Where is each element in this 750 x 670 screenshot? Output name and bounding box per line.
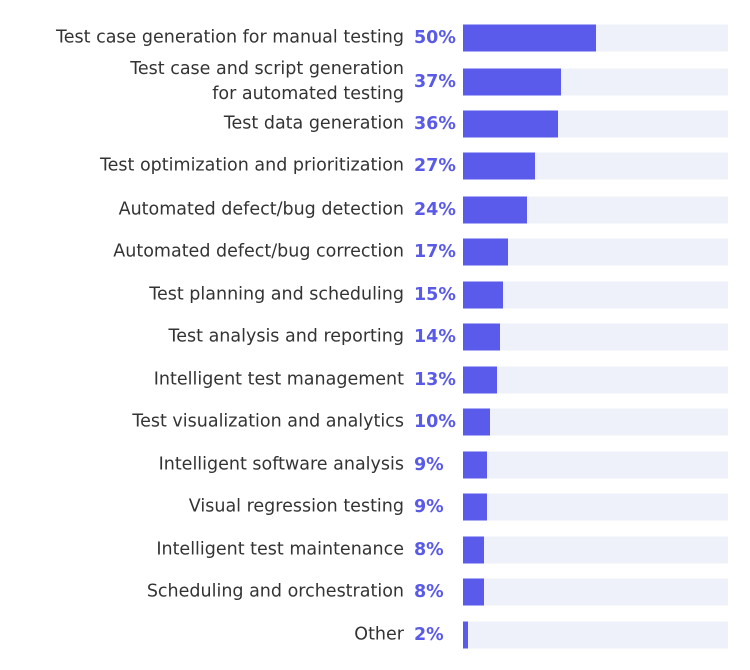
category-label: Test data generation [223,113,404,134]
bar [463,196,527,224]
bar-track [463,536,728,564]
bar [463,152,535,180]
bar-row: Automated defect/bug detection 24% [0,190,750,230]
category-label: Test planning and scheduling [149,284,404,305]
bar-track [463,24,728,52]
value-label: 8% [414,582,444,602]
bar-row: Other 2% [0,615,750,655]
value-label: 2% [414,625,444,645]
category-label: Test case and script generation for autom… [130,59,404,104]
value-label: 36% [414,114,456,134]
bar-row: Intelligent test management 13% [0,360,750,400]
bar-track [463,196,728,224]
bar [463,323,501,351]
bar-track [463,238,728,266]
bar [463,24,596,52]
category-label: Test analysis and reporting [168,326,404,347]
bar-track [463,621,728,649]
value-label: 15% [414,285,456,305]
bar-row: Test analysis and reporting 14% [0,317,750,357]
value-label: 24% [414,200,456,220]
category-label: Intelligent test maintenance [156,539,404,560]
category-label: Test case generation for manual testing [56,27,404,48]
bar [463,366,498,394]
bar-row: Test planning and scheduling 15% [0,275,750,315]
bar-row: Visual regression testing 9% [0,487,750,527]
value-label: 8% [414,540,444,560]
category-label: Visual regression testing [188,496,404,517]
bar [463,578,485,606]
value-label: 50% [414,28,456,48]
bar-row: Intelligent software analysis 9% [0,445,750,485]
bar [463,110,559,138]
value-label: 17% [414,242,456,262]
bar [463,238,509,266]
bar-track [463,578,728,606]
category-label: Scheduling and orchestration [146,581,404,602]
value-label: 27% [414,156,456,176]
bar-track [463,281,728,309]
bar [463,451,487,479]
bar-track [463,366,728,394]
value-label: 14% [414,327,456,347]
bar [463,68,562,96]
category-label: Automated defect/bug detection [118,199,404,220]
bar-row: Intelligent test maintenance 8% [0,530,750,570]
category-label: Test visualization and analytics [132,411,404,432]
bar-row: Scheduling and orchestration 8% [0,572,750,612]
bar-track [463,408,728,436]
category-label: Intelligent test management [153,369,404,390]
bar-track [463,493,728,521]
bar-row: Test optimization and prioritization 27% [0,146,750,186]
bar [463,281,503,309]
value-label: 9% [414,455,444,475]
bar-track [463,68,728,96]
bar-track [463,110,728,138]
bar-row: Test case generation for manual testing 5… [0,18,750,58]
bar-track [463,323,728,351]
bar-row: Test data generation 36% [0,104,750,144]
bar-track [463,152,728,180]
category-label: Other [354,624,404,645]
category-label: Test optimization and prioritization [99,155,404,176]
bar [463,493,487,521]
bar-track [463,451,728,479]
value-label: 9% [414,497,444,517]
bar-row: Automated defect/bug correction 17% [0,232,750,272]
category-label: Automated defect/bug correction [113,241,404,262]
category-label: Intelligent software analysis [158,454,404,475]
bar [463,621,469,649]
bar-row: Test case and script generation for autom… [0,59,750,104]
value-label: 37% [414,72,456,92]
value-label: 10% [414,412,456,432]
bar [463,536,485,564]
bar [463,408,490,436]
value-label: 13% [414,370,456,390]
bar-row: Test visualization and analytics 10% [0,402,750,442]
